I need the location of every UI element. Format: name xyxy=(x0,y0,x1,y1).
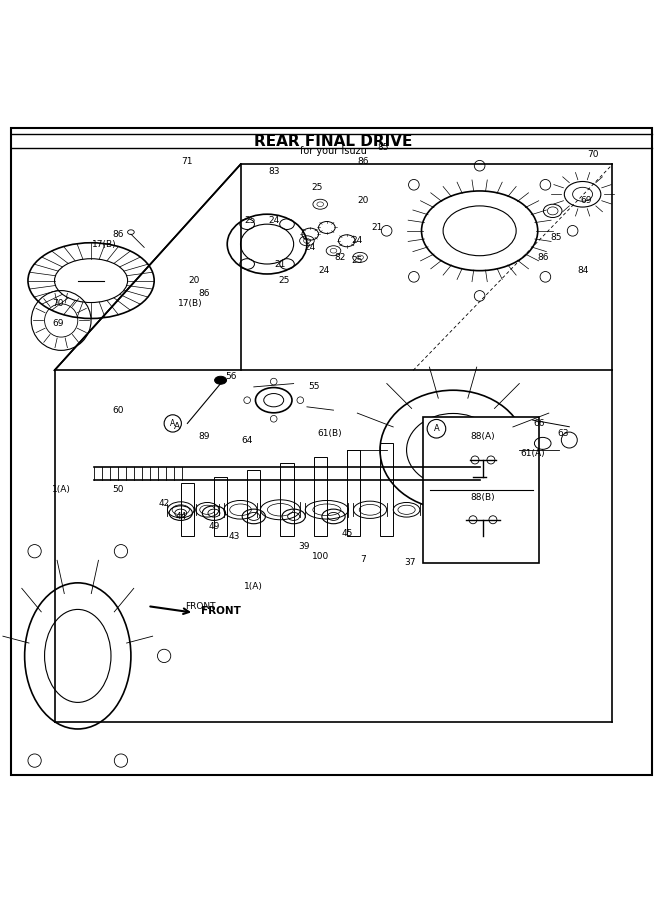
Text: 69: 69 xyxy=(580,196,592,205)
Text: 82: 82 xyxy=(334,253,346,262)
Text: 85: 85 xyxy=(378,143,389,152)
Bar xyxy=(423,417,540,562)
Text: 39: 39 xyxy=(298,542,309,551)
Text: 24: 24 xyxy=(351,237,362,246)
Text: 21: 21 xyxy=(371,223,382,232)
Text: 20: 20 xyxy=(188,276,199,285)
Text: 83: 83 xyxy=(268,166,279,176)
Text: 24: 24 xyxy=(318,266,329,275)
Text: 69: 69 xyxy=(52,320,63,328)
Text: 25: 25 xyxy=(351,256,362,266)
Text: 86: 86 xyxy=(198,290,209,299)
Text: 45: 45 xyxy=(341,528,352,537)
Bar xyxy=(280,464,293,536)
Text: 25: 25 xyxy=(245,216,256,225)
Text: 86: 86 xyxy=(358,157,369,166)
Text: 24: 24 xyxy=(268,216,279,225)
Text: 25: 25 xyxy=(311,183,323,192)
Text: 55: 55 xyxy=(308,382,319,392)
Text: 44: 44 xyxy=(175,512,186,521)
Text: 61(B): 61(B) xyxy=(318,429,342,438)
Text: 50: 50 xyxy=(112,485,123,494)
Text: 88(A): 88(A) xyxy=(471,432,496,441)
Text: 61(A): 61(A) xyxy=(520,449,545,458)
Text: 70: 70 xyxy=(52,300,63,309)
Text: REAR FINAL DRIVE: REAR FINAL DRIVE xyxy=(254,133,413,148)
Text: 49: 49 xyxy=(208,522,219,531)
Bar xyxy=(313,456,327,536)
Text: 42: 42 xyxy=(159,499,169,508)
Text: 56: 56 xyxy=(225,373,236,382)
Text: 1(A): 1(A) xyxy=(52,485,71,494)
Text: 17(B): 17(B) xyxy=(92,239,117,248)
Bar xyxy=(247,470,260,536)
Text: 24: 24 xyxy=(305,243,316,252)
Text: 7: 7 xyxy=(361,555,366,564)
Text: 64: 64 xyxy=(241,436,253,445)
Bar xyxy=(214,477,227,536)
Text: 71: 71 xyxy=(181,157,193,166)
Text: 21: 21 xyxy=(275,259,286,268)
Text: 63: 63 xyxy=(557,429,568,438)
Text: A: A xyxy=(170,418,175,427)
Text: 25: 25 xyxy=(278,276,289,285)
Text: 86: 86 xyxy=(537,253,548,262)
Text: 37: 37 xyxy=(404,558,416,567)
Bar xyxy=(380,444,394,536)
Text: 100: 100 xyxy=(311,552,329,561)
Text: 1(A): 1(A) xyxy=(244,581,263,590)
Bar xyxy=(347,450,360,536)
Text: FRONT: FRONT xyxy=(185,601,216,610)
Text: 43: 43 xyxy=(228,532,239,541)
Text: 20: 20 xyxy=(358,196,369,205)
Text: A: A xyxy=(434,424,440,433)
Bar xyxy=(181,483,194,536)
Text: 86: 86 xyxy=(112,230,123,238)
Text: 66: 66 xyxy=(534,418,545,427)
Text: FRONT: FRONT xyxy=(201,606,241,616)
Text: 17(B): 17(B) xyxy=(178,300,203,309)
Ellipse shape xyxy=(215,376,227,384)
Text: 84: 84 xyxy=(577,266,588,275)
Text: 70: 70 xyxy=(587,150,598,159)
Text: 85: 85 xyxy=(550,233,562,242)
Text: 89: 89 xyxy=(198,432,209,441)
Text: 60: 60 xyxy=(112,406,123,415)
Text: A: A xyxy=(174,422,181,431)
Text: for your Isuzu: for your Isuzu xyxy=(300,147,367,157)
Text: 88(B): 88(B) xyxy=(471,492,496,501)
